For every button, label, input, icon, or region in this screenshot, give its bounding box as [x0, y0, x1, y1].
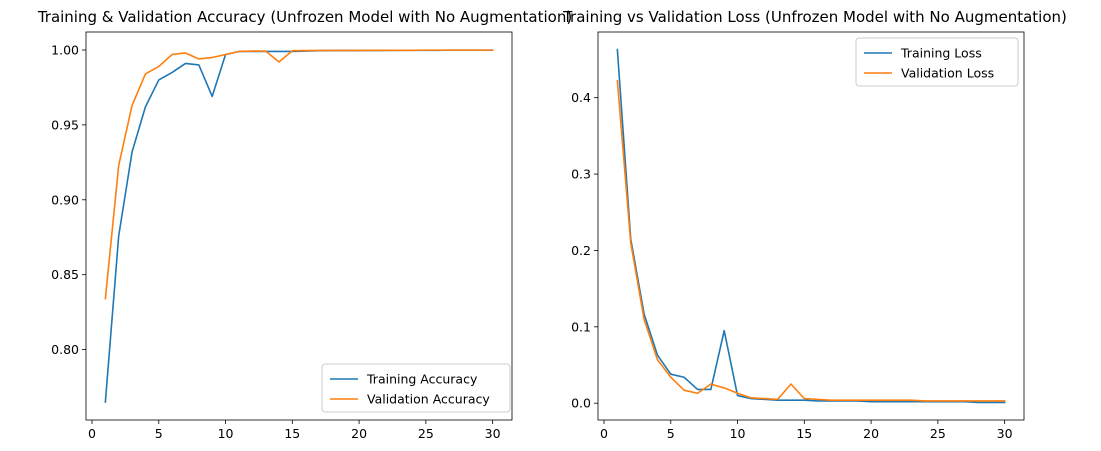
accuracy-x-tick-label: 30 — [485, 426, 501, 441]
accuracy-y-tick-label: 1.00 — [51, 42, 79, 57]
accuracy-y-tick-label: 0.80 — [51, 342, 79, 357]
loss-chart-title: Training vs Validation Loss (Unfrozen Mo… — [562, 8, 1067, 26]
loss-y-tick-label: 0.2 — [571, 243, 591, 258]
loss-lines — [616, 48, 1006, 404]
accuracy-chart-title: Training & Validation Accuracy (Unfrozen… — [37, 8, 572, 26]
accuracy-x-tick-label: 5 — [155, 426, 163, 441]
accuracy-y-tick-label: 0.85 — [51, 267, 79, 282]
loss-legend-label-1: Training Loss — [900, 46, 982, 61]
loss-legend-box — [855, 37, 1019, 87]
accuracy-x-tick-label: 25 — [418, 426, 434, 441]
accuracy-legend-box — [321, 363, 511, 413]
loss-subplot: Training vs Validation Loss (Unfrozen Mo… — [562, 8, 1067, 441]
accuracy-y-tick-label: 0.95 — [51, 117, 79, 132]
accuracy-x-tick-label: 0 — [88, 426, 96, 441]
loss-x-tick-label: 10 — [730, 426, 746, 441]
loss-y-tick-label: 0.1 — [571, 319, 591, 334]
loss-x-tick-label: 5 — [667, 426, 675, 441]
loss-y-tick-label: 0.4 — [571, 90, 591, 105]
loss-legend-label-2: Validation Loss — [901, 66, 994, 81]
accuracy-lines — [104, 49, 494, 403]
accuracy-ticks: 0 5 10 15 20 25 30 0.80 0.85 0.90 0.95 1.00 — [51, 42, 500, 441]
loss-ticks: 0 5 10 15 20 25 30 0.0 0.1 0.2 0.3 0.4 — [571, 90, 1013, 441]
accuracy-series-line-2 — [104, 49, 494, 300]
accuracy-y-tick-label: 0.90 — [51, 192, 79, 207]
accuracy-x-tick-label: 15 — [284, 426, 300, 441]
loss-x-tick-label: 30 — [997, 426, 1013, 441]
accuracy-axes-frame — [85, 31, 513, 421]
loss-series-line-2 — [616, 80, 1006, 402]
loss-y-tick-label: 0.0 — [571, 396, 591, 411]
accuracy-x-tick-label: 20 — [351, 426, 367, 441]
loss-x-tick-label: 0 — [600, 426, 608, 441]
loss-x-tick-label: 20 — [863, 426, 879, 441]
loss-axes-frame — [597, 31, 1025, 421]
loss-x-tick-label: 25 — [930, 426, 946, 441]
accuracy-subplot: Training & Validation Accuracy (Unfrozen… — [37, 8, 572, 441]
accuracy-legend-label-1: Training Accuracy — [366, 372, 478, 387]
accuracy-legend-label-2: Validation Accuracy — [367, 392, 490, 407]
loss-y-tick-label: 0.3 — [571, 167, 591, 182]
accuracy-legend: Training Accuracy Validation Accuracy — [321, 363, 511, 413]
loss-legend: Training Loss Validation Loss — [855, 37, 1019, 87]
loss-x-tick-label: 15 — [796, 426, 812, 441]
accuracy-x-tick-label: 10 — [218, 426, 234, 441]
